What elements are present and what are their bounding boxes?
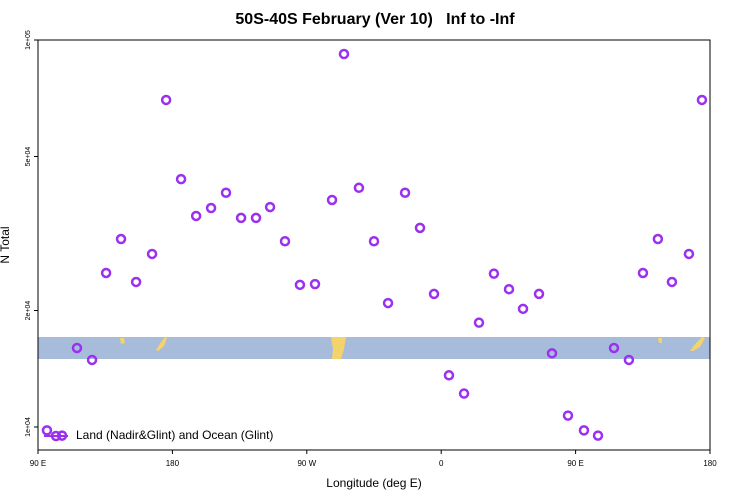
data-point [41,425,53,436]
data-point [264,201,276,213]
data-point [458,388,470,399]
data-point [190,210,202,222]
y-tick-label: 1e+05 [25,30,32,50]
ocean-band [38,337,710,359]
data-point [652,233,664,245]
data-point [100,267,112,279]
legend-marker [50,430,62,442]
data-point [279,235,291,247]
data-point [592,430,604,441]
x-tick-label: 180 [166,459,180,468]
x-axis-label: Longitude (deg E) [326,476,421,490]
data-point [368,235,380,247]
data-point [488,268,500,279]
data-point [86,354,98,366]
data-point [130,276,142,288]
x-tick-label: 90 E [30,459,46,468]
data-point [175,173,187,185]
data-point [205,202,217,214]
data-point [115,233,127,245]
y-axis-label: N Total [0,226,12,263]
data-point [250,212,262,224]
data-point [382,297,394,309]
y-tick-label: 2e+04 [25,301,32,321]
legend-label: Land (Nadir&Glint) and Ocean (Glint) [76,428,273,442]
data-point [414,222,426,234]
data-point [353,182,365,194]
data-point [696,94,708,106]
x-tick-label: 0 [439,459,444,468]
data-point [683,248,695,260]
data-point [637,267,649,279]
data-point [517,303,529,315]
data-point [338,48,350,60]
data-point [503,283,515,295]
data-point [326,194,338,206]
data-point [562,410,574,421]
data-point [666,276,678,288]
land-ocean-band [38,337,710,359]
data-point [473,317,485,328]
x-tick-label: 180 [703,459,717,468]
data-point [623,354,635,366]
plot-frame [37,39,711,451]
x-tick-label: 90 W [297,459,316,468]
data-point [146,248,158,260]
y-tick-label: 5e+04 [25,147,32,167]
data-point [399,187,411,198]
data-point [160,94,172,106]
data-point [608,342,620,354]
data-point [428,288,440,300]
data-point [443,370,455,381]
chart-title: 50S-40S February (Ver 10) Inf to -Inf [235,11,515,28]
data-point [546,348,558,359]
data-point [533,288,545,300]
data-point [294,279,306,291]
data-point [309,278,321,290]
x-tick-label: 90 E [567,459,583,468]
data-point [235,212,247,224]
data-point [220,187,232,198]
data-point [71,342,83,354]
y-tick-label: 1e+04 [25,417,32,437]
data-point [578,425,590,436]
